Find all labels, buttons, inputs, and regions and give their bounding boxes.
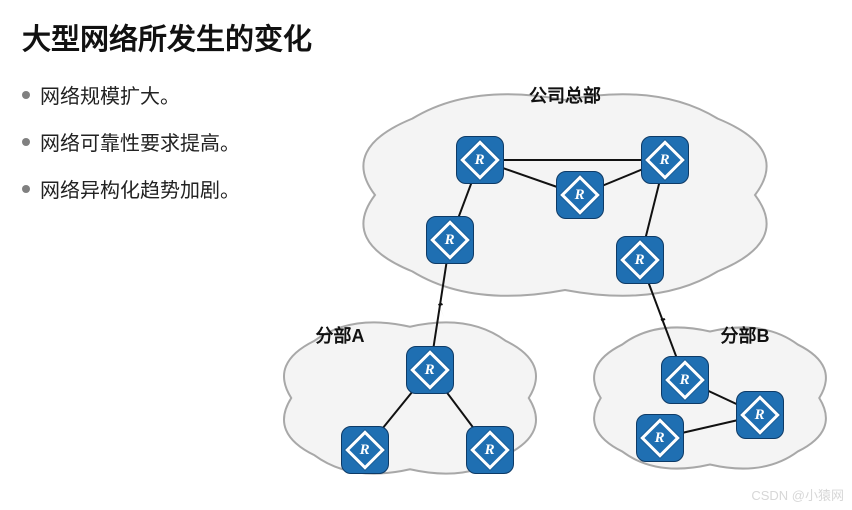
router-glyph: R: [425, 361, 435, 378]
router-diamond-icon: R: [345, 430, 385, 470]
router-glyph: R: [485, 441, 495, 458]
router-glyph: R: [755, 406, 765, 423]
router-node: R: [556, 171, 604, 219]
bullet-list: 网络规模扩大。 网络可靠性要求提高。 网络异构化趋势加剧。: [22, 80, 240, 221]
router-diamond-icon: R: [640, 418, 680, 458]
router-node: R: [406, 346, 454, 394]
router-body: R: [641, 136, 689, 184]
router-node: R: [426, 216, 474, 264]
router-body: R: [556, 171, 604, 219]
router-glyph: R: [475, 151, 485, 168]
router-body: R: [466, 426, 514, 474]
router-body: R: [661, 356, 709, 404]
cloud-label: 分部A: [316, 322, 365, 348]
router-diamond-icon: R: [460, 140, 500, 180]
router-diamond-icon: R: [665, 360, 705, 400]
router-body: R: [406, 346, 454, 394]
cloud-label: 公司总部: [529, 82, 601, 108]
router-node: R: [456, 136, 504, 184]
router-diamond-icon: R: [645, 140, 685, 180]
network-diagram: R R R R R R R R R R R 公司总部分部A 分部B: [280, 80, 840, 500]
router-diamond-icon: R: [410, 350, 450, 390]
router-node: R: [636, 414, 684, 462]
router-diamond-icon: R: [560, 175, 600, 215]
list-item: 网络异构化趋势加剧。: [22, 174, 240, 203]
router-diamond-icon: R: [470, 430, 510, 470]
router-glyph: R: [360, 441, 370, 458]
router-body: R: [426, 216, 474, 264]
router-node: R: [466, 426, 514, 474]
router-glyph: R: [655, 429, 665, 446]
list-item: 网络可靠性要求提高。: [22, 127, 240, 156]
router-node: R: [616, 236, 664, 284]
router-glyph: R: [575, 186, 585, 203]
list-item: 网络规模扩大。: [22, 80, 240, 109]
router-glyph: R: [635, 251, 645, 268]
cloud-bb: [594, 327, 826, 468]
router-diamond-icon: R: [740, 395, 780, 435]
page-title: 大型网络所发生的变化: [22, 16, 312, 58]
router-glyph: R: [660, 151, 670, 168]
router-node: R: [736, 391, 784, 439]
router-diamond-icon: R: [620, 240, 660, 280]
router-node: R: [661, 356, 709, 404]
router-node: R: [341, 426, 389, 474]
router-body: R: [341, 426, 389, 474]
cloud-label: 分部B: [721, 322, 770, 348]
router-glyph: R: [680, 371, 690, 388]
router-body: R: [456, 136, 504, 184]
router-node: R: [641, 136, 689, 184]
router-body: R: [616, 236, 664, 284]
router-body: R: [636, 414, 684, 462]
router-diamond-icon: R: [430, 220, 470, 260]
watermark: CSDN @小猿网: [751, 485, 844, 504]
router-glyph: R: [445, 231, 455, 248]
router-body: R: [736, 391, 784, 439]
